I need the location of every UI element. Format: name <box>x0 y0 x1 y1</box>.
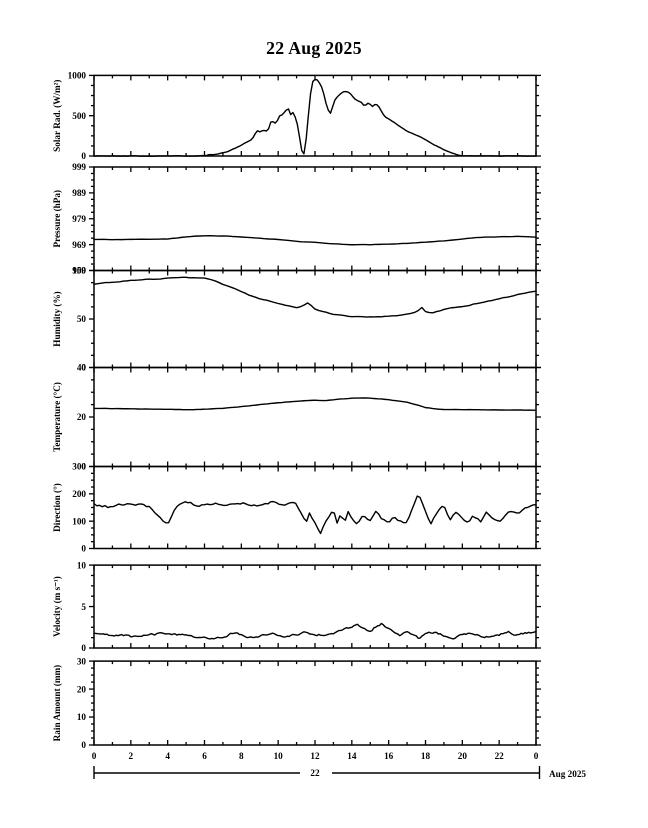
svg-text:0: 0 <box>81 544 86 554</box>
svg-text:6: 6 <box>202 751 207 761</box>
svg-text:Aug 2025: Aug 2025 <box>549 769 586 779</box>
svg-text:Pressure (hPa): Pressure (hPa) <box>52 190 62 248</box>
svg-text:0: 0 <box>81 151 86 161</box>
svg-text:300: 300 <box>72 462 86 472</box>
svg-text:22 Aug 2025: 22 Aug 2025 <box>266 38 362 58</box>
svg-text:0: 0 <box>534 751 539 761</box>
svg-text:Temperature (°C): Temperature (°C) <box>52 382 62 452</box>
svg-text:979: 979 <box>72 214 86 224</box>
svg-text:10: 10 <box>77 712 87 722</box>
svg-text:969: 969 <box>72 240 86 250</box>
svg-text:100: 100 <box>72 266 86 276</box>
svg-text:100: 100 <box>72 516 86 526</box>
svg-text:0: 0 <box>92 751 97 761</box>
svg-text:12: 12 <box>310 751 320 761</box>
svg-text:14: 14 <box>347 751 357 761</box>
svg-text:8: 8 <box>239 751 244 761</box>
svg-text:200: 200 <box>72 489 86 499</box>
svg-text:0: 0 <box>81 740 86 750</box>
svg-text:2: 2 <box>129 751 134 761</box>
svg-text:10: 10 <box>77 560 87 570</box>
svg-text:50: 50 <box>77 314 87 324</box>
svg-text:Humidity (%): Humidity (%) <box>52 291 62 346</box>
svg-text:40: 40 <box>77 363 87 373</box>
svg-text:Direction (°): Direction (°) <box>52 483 62 532</box>
svg-text:Rain Amount (mm): Rain Amount (mm) <box>52 665 62 742</box>
svg-text:22: 22 <box>495 751 505 761</box>
svg-text:20: 20 <box>458 751 468 761</box>
svg-text:18: 18 <box>421 751 431 761</box>
svg-text:0: 0 <box>81 643 86 653</box>
svg-text:20: 20 <box>77 412 87 422</box>
svg-text:Solar Rad. (W/m²): Solar Rad. (W/m²) <box>52 80 62 152</box>
svg-text:4: 4 <box>165 751 170 761</box>
svg-text:5: 5 <box>81 602 86 612</box>
svg-text:989: 989 <box>72 188 86 198</box>
svg-text:999: 999 <box>72 162 86 172</box>
svg-text:30: 30 <box>77 656 87 666</box>
svg-text:20: 20 <box>77 684 87 694</box>
svg-text:22: 22 <box>310 768 320 778</box>
svg-text:Velocity (m s⁻¹): Velocity (m s⁻¹) <box>52 576 62 637</box>
svg-text:10: 10 <box>274 751 284 761</box>
svg-text:1000: 1000 <box>68 71 87 81</box>
svg-text:500: 500 <box>72 111 86 121</box>
svg-text:16: 16 <box>384 751 394 761</box>
